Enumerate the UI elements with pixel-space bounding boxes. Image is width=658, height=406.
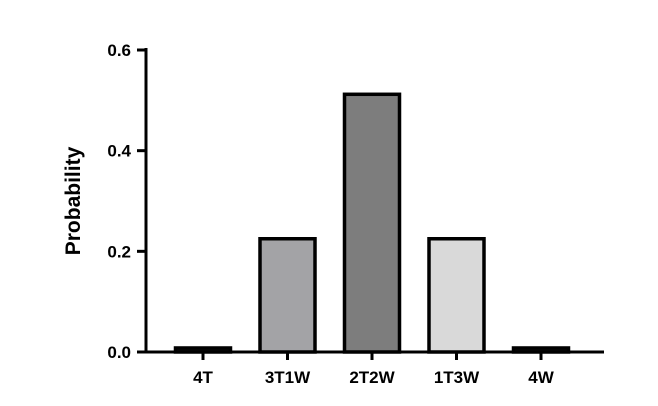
y-axis: 0.0 0.2 0.4 0.6 (107, 41, 148, 362)
y-tick-label: 0.6 (107, 41, 131, 60)
y-axis-title: Probability (62, 146, 85, 255)
x-tick-label: 4W (528, 368, 554, 387)
y-tick-label: 0.2 (107, 242, 131, 261)
bar-2t2w (342, 92, 402, 354)
x-tick-label: 4T (193, 368, 213, 387)
bars-group (173, 92, 571, 354)
x-axis: 4T 3T1W 2T2W 1T3W 4W (144, 350, 604, 387)
x-tick-label: 3T1W (265, 368, 311, 387)
y-tick-label: 0.0 (107, 343, 131, 362)
bar-1t3w (427, 237, 486, 354)
x-tick-label: 1T3W (434, 368, 480, 387)
bar-3t1w (258, 237, 317, 354)
x-tick-label: 2T2W (349, 368, 395, 387)
y-tick-label: 0.4 (107, 142, 131, 161)
